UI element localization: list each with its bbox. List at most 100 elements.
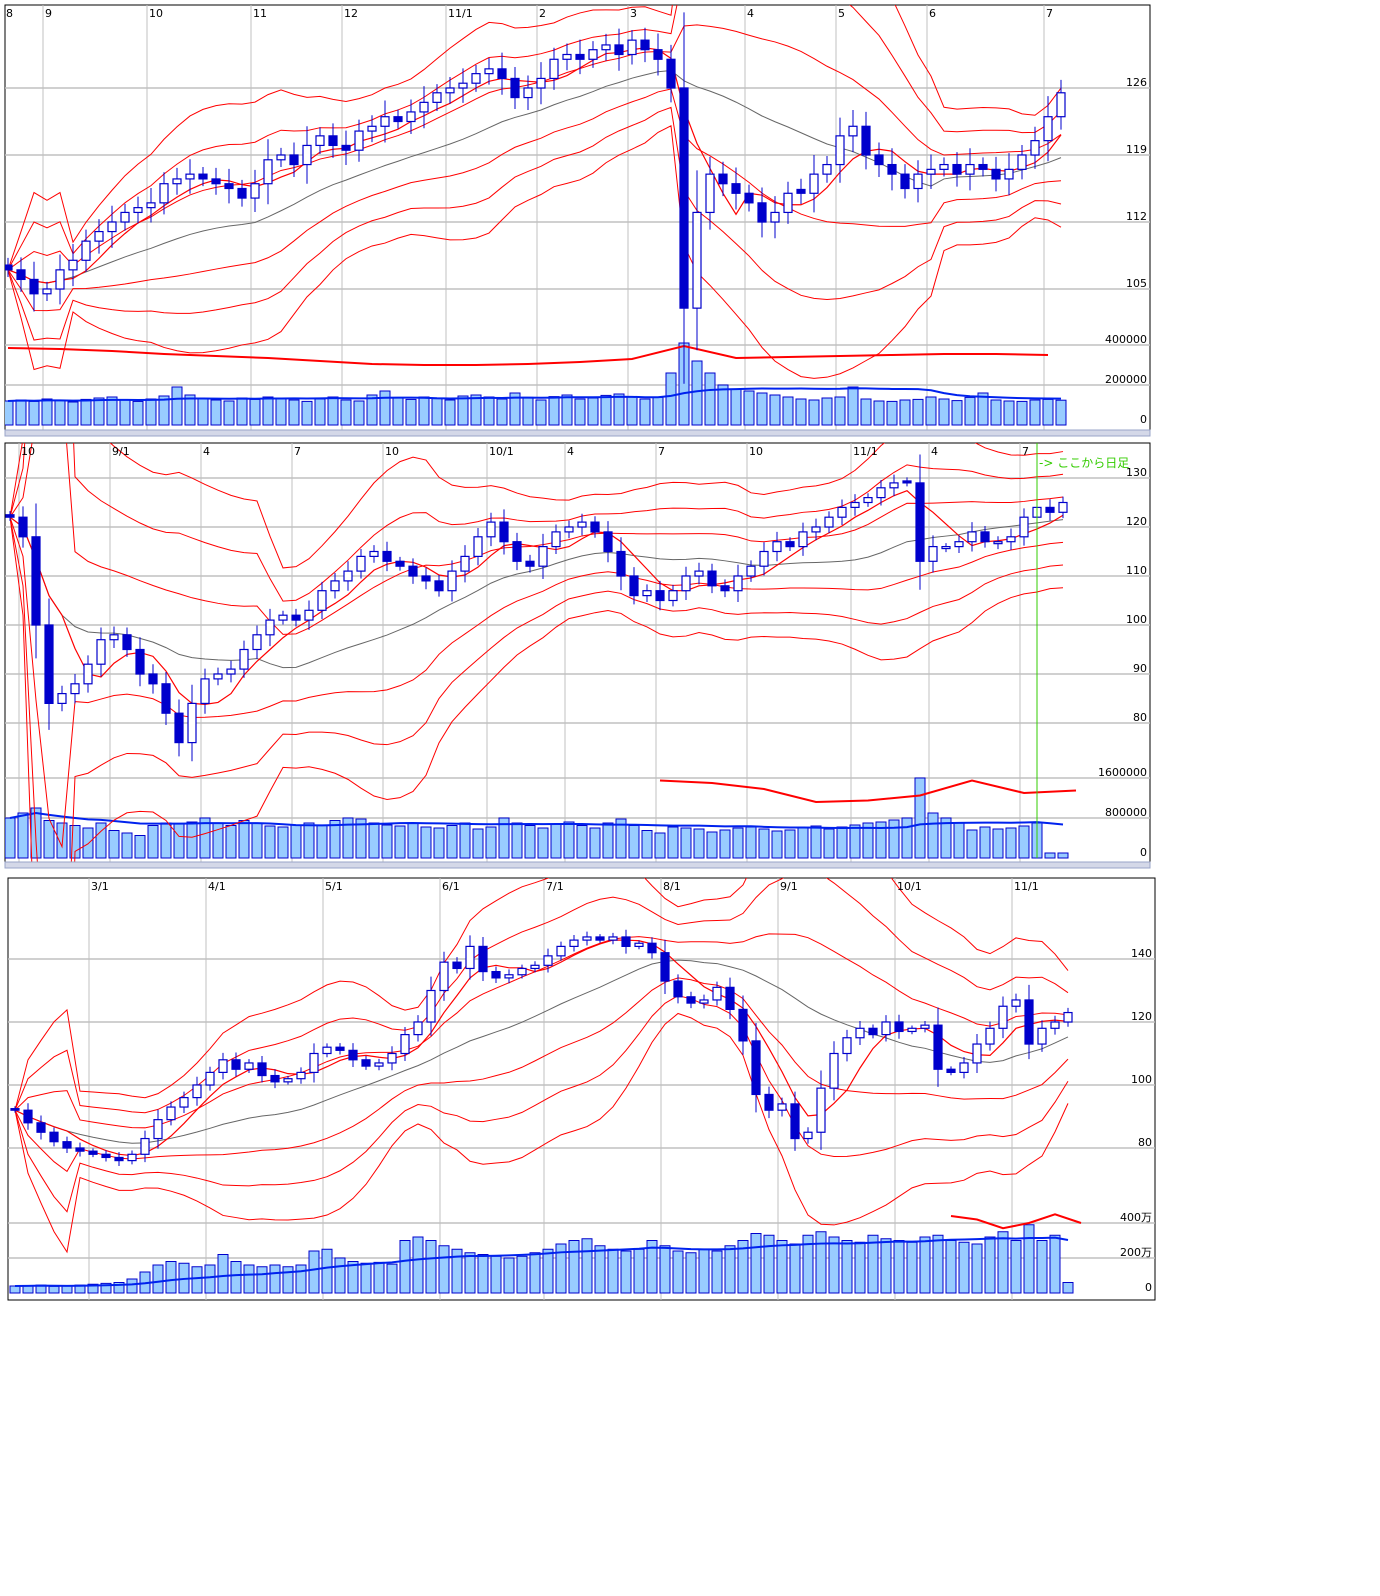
volume-tick-label: 200万: [1120, 1246, 1152, 1259]
x-tick-label: 10/1: [489, 445, 514, 458]
candle-bearish: [335, 1046, 345, 1051]
candle-bearish: [707, 570, 717, 587]
candle-bullish: [133, 207, 143, 214]
y-tick-label: 90: [1133, 662, 1147, 675]
bollinger-band-minus3sigma: [7, 125, 1062, 379]
volume-bar: [342, 817, 354, 859]
candle-bearish: [653, 49, 663, 60]
candle-bullish: [354, 130, 364, 151]
volume-bar: [927, 812, 939, 859]
volume-bar: [834, 396, 846, 426]
candle-bullish: [94, 230, 104, 242]
volume-bar: [113, 1282, 125, 1294]
candle-bullish: [551, 531, 561, 548]
x-tick-label: 2: [539, 7, 546, 20]
candle-bearish: [341, 144, 351, 151]
volume-bar: [810, 825, 822, 859]
bollinger-band-minus1sigma: [9, 517, 1064, 849]
volume-bar: [243, 1264, 255, 1294]
candle-bearish: [757, 202, 767, 223]
volume-bar: [984, 1236, 996, 1294]
volume-bar: [607, 1248, 619, 1294]
x-tick-label: 4: [567, 445, 574, 458]
candle-bullish: [387, 1052, 397, 1064]
candle-bullish: [486, 521, 496, 538]
candle-bearish: [679, 87, 689, 309]
volume-bar: [80, 398, 92, 426]
bollinger-band-minus3sigma: [9, 517, 1064, 862]
volume-bar: [394, 825, 406, 859]
x-tick-label: 4: [931, 445, 938, 458]
candle-bullish: [549, 58, 559, 80]
candle-bullish: [315, 135, 325, 147]
candle-bearish: [135, 648, 145, 675]
candle-bullish: [1063, 1011, 1073, 1023]
volume-bar: [48, 1285, 60, 1294]
candle-bearish: [237, 187, 247, 199]
candle-bearish: [44, 624, 54, 705]
volume-bar: [522, 396, 534, 426]
volume-bar: [620, 1250, 632, 1294]
candle-bullish: [276, 154, 286, 161]
candle-bearish: [660, 952, 670, 982]
volume-tick-label: 200000: [1105, 373, 1147, 386]
chart-panel-1: 8 9 10 11 12 11/1 2 3 4 5 6 7 126 119 112 105 400000 2000…: [4, 4, 1151, 437]
volume-bar: [815, 1231, 827, 1294]
volume-bar: [587, 397, 599, 426]
volume-bar: [171, 386, 183, 426]
candle-bullish: [822, 163, 832, 175]
horizontal-scrollbar[interactable]: [4, 429, 1151, 437]
candle-bearish: [512, 541, 522, 562]
volume-tick-label: 400000: [1105, 333, 1147, 346]
volume-bar: [652, 396, 664, 426]
volume-bar: [574, 398, 586, 426]
candle-bullish: [179, 1096, 189, 1108]
bollinger-band-minus1sigma: [14, 977, 1069, 1173]
x-tick-label: 10/1: [897, 880, 922, 893]
volume-bar: [550, 823, 562, 859]
volume-bar: [438, 1245, 450, 1294]
volume-bar: [953, 822, 965, 859]
candle-bullish: [471, 73, 481, 84]
candle-bullish: [166, 1106, 176, 1121]
candle-bearish: [666, 58, 676, 89]
x-tick-label: 10: [149, 7, 163, 20]
volume-bar: [633, 1248, 645, 1294]
volume-bar: [490, 1255, 502, 1294]
volume-bar: [529, 1252, 541, 1294]
candle-bullish: [265, 619, 275, 636]
candle-bullish: [777, 1103, 787, 1111]
candle-bearish: [36, 1122, 46, 1133]
volume-bar: [134, 835, 146, 859]
candle-bullish: [55, 269, 65, 290]
y-tick-label: 130: [1126, 466, 1147, 479]
x-tick-label: 7/1: [546, 880, 564, 893]
y-tick-label: 140: [1131, 947, 1152, 960]
x-tick-label: 8/1: [663, 880, 681, 893]
volume-bar: [867, 1234, 879, 1294]
candle-bullish: [837, 506, 847, 518]
bollinger-band-minus2sigma: [14, 995, 1069, 1213]
candle-bullish: [447, 570, 457, 592]
candle-bullish: [1043, 116, 1053, 142]
volume-bar: [446, 825, 458, 859]
candle-bullish: [556, 945, 566, 957]
volume-bar: [626, 396, 638, 426]
candle-bearish: [174, 712, 184, 744]
candle-bullish: [881, 1021, 891, 1036]
x-tick-label: 10: [385, 445, 399, 458]
volume-bar: [615, 818, 627, 859]
volume-bar: [899, 399, 911, 426]
candle-bullish: [140, 1137, 150, 1155]
volume-bar: [249, 398, 261, 426]
candle-bearish: [348, 1049, 358, 1061]
candle-bearish: [361, 1059, 371, 1067]
candle-bearish: [510, 77, 520, 99]
horizontal-scrollbar[interactable]: [4, 861, 1151, 869]
candle-bullish: [400, 1033, 410, 1055]
candle-bullish: [1017, 154, 1027, 170]
volume-bar: [711, 1250, 723, 1294]
volume-bar: [108, 830, 120, 859]
candle-bullish: [829, 1052, 839, 1089]
